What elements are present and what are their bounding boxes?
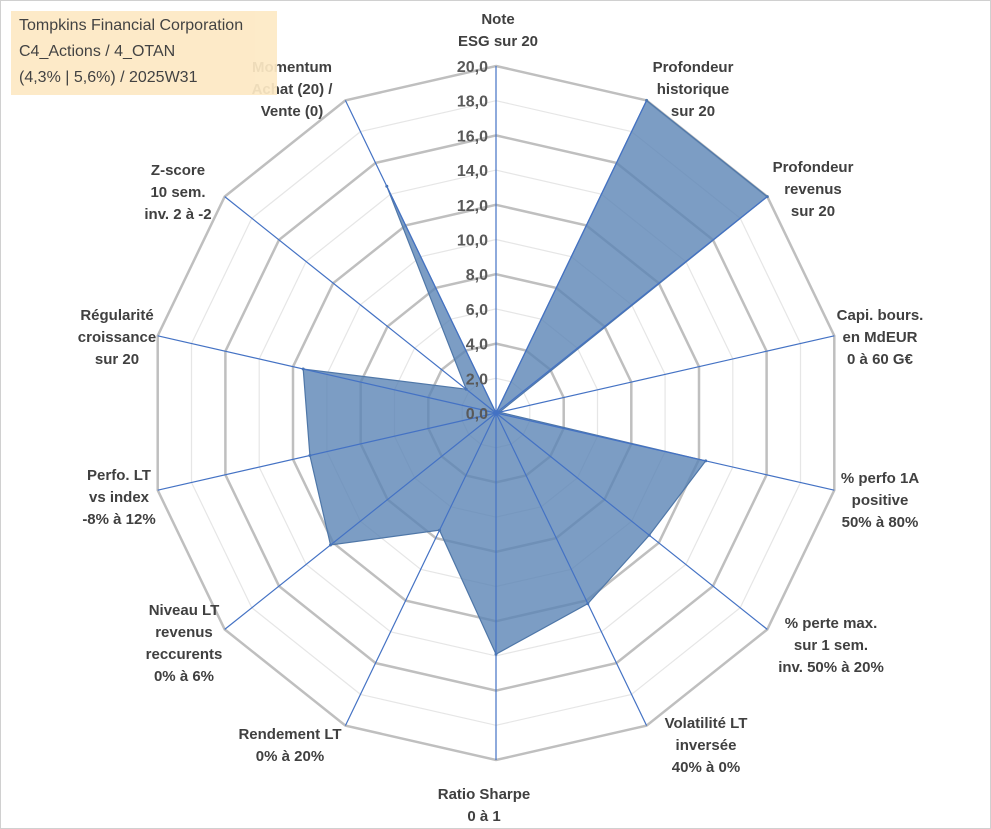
axis-spoke: [344, 412, 497, 726]
series-area: [302, 99, 769, 656]
tick-label: 4,0: [466, 337, 488, 354]
tick-label: 14,0: [457, 163, 488, 180]
axis-spoke: [157, 412, 497, 491]
axis-spoke: [495, 412, 835, 491]
axis-label: Ratio Sharpe 0 à 1: [438, 786, 531, 825]
axis-spoke: [495, 335, 835, 414]
tick-label: 8,0: [466, 267, 488, 284]
axis-label: Profondeur revenus sur 20: [773, 159, 854, 220]
tick-label: 6,0: [466, 302, 488, 319]
axis-spoke: [495, 412, 768, 630]
tick-label: 18,0: [457, 94, 488, 111]
chart-title-line-1: Tompkins Financial Corporation: [19, 17, 244, 34]
axis-spoke: [495, 412, 648, 726]
tick-label: 10,0: [457, 233, 488, 250]
axis-label: Niveau LT revenus reccurents 0% à 6%: [146, 602, 223, 685]
chart-title-box: Tompkins Financial Corporation C4_Action…: [11, 11, 277, 95]
tick-layer: 0,0 2,0 4,0 6,0 8,0 10,0 12,0 14,0 16,0 18,0 20,0: [457, 59, 488, 423]
axis-spoke: [224, 196, 497, 414]
axis-spoke: [495, 196, 768, 414]
chart-title-line-2: C4_Actions / 4_OTAN: [19, 43, 176, 60]
spoke-layer: [157, 66, 835, 760]
tick-label: 20,0: [457, 59, 488, 76]
axis-label: Z-score 10 sem. inv. 2 à -2: [144, 162, 211, 223]
axis-spoke: [157, 335, 497, 414]
axis-label: Capi. bours. en MdEUR 0 à 60 G€: [837, 307, 924, 368]
tick-label: 16,0: [457, 128, 488, 145]
axis-spoke: [495, 100, 648, 414]
axis-label: Régularité croissance sur 20: [78, 307, 156, 368]
axis-spoke: [344, 100, 497, 414]
axis-label: % perfo 1A positive 50% à 80%: [841, 470, 920, 531]
axis-label: Volatilité LT inversée 40% à 0%: [665, 715, 748, 776]
axis-label: Profondeur historique sur 20: [653, 59, 734, 120]
tick-label: 2,0: [466, 371, 488, 388]
chart-title-line-3: (4,3% | 5,6%) / 2025W31: [19, 69, 198, 86]
axis-label: Rendement LT 0% à 20%: [238, 726, 341, 765]
axis-spoke: [224, 412, 497, 630]
axis-label: Perfo. LT vs index -8% à 12%: [82, 467, 155, 528]
tick-label: 0,0: [466, 406, 488, 423]
axis-label: % perte max. sur 1 sem. inv. 50% à 20%: [778, 615, 884, 676]
tick-label: 12,0: [457, 198, 488, 215]
axis-label: Note ESG sur 20: [458, 11, 538, 50]
